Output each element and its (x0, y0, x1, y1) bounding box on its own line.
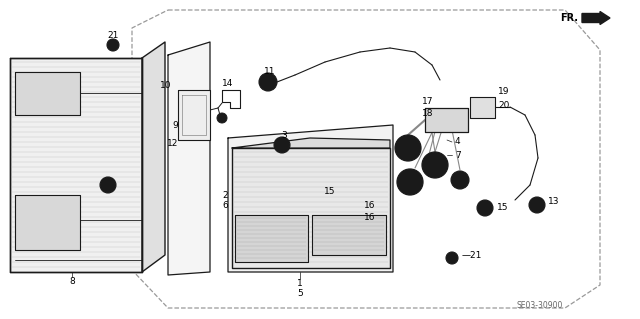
Text: 16: 16 (364, 213, 375, 222)
Polygon shape (15, 72, 80, 115)
Polygon shape (142, 42, 165, 272)
Text: 3: 3 (281, 131, 287, 140)
Polygon shape (228, 125, 393, 272)
Text: 12: 12 (166, 138, 178, 147)
Polygon shape (168, 42, 210, 275)
Text: 18: 18 (422, 108, 434, 117)
Polygon shape (15, 195, 80, 250)
FancyArrow shape (582, 11, 610, 25)
Circle shape (446, 252, 458, 264)
Text: 7: 7 (455, 151, 461, 160)
Circle shape (107, 39, 119, 51)
Text: FR.: FR. (560, 13, 578, 23)
Text: 14: 14 (222, 78, 234, 87)
Circle shape (217, 113, 227, 123)
Text: 20: 20 (498, 100, 509, 109)
Text: 15: 15 (497, 204, 509, 212)
Circle shape (397, 169, 423, 195)
Circle shape (477, 200, 493, 216)
Circle shape (259, 73, 277, 91)
Text: 4: 4 (455, 137, 461, 146)
Text: 15: 15 (323, 188, 335, 197)
Text: 5: 5 (297, 288, 303, 298)
Text: 8: 8 (69, 278, 75, 286)
Text: —21: —21 (462, 250, 483, 259)
Text: 1: 1 (297, 278, 303, 287)
Text: 11: 11 (264, 68, 276, 77)
Text: 13: 13 (548, 197, 559, 206)
Circle shape (395, 135, 421, 161)
Circle shape (529, 197, 545, 213)
Text: 2: 2 (222, 190, 228, 199)
Text: 9: 9 (172, 122, 178, 130)
Polygon shape (470, 97, 495, 118)
Text: 19: 19 (498, 87, 509, 97)
Text: 16: 16 (364, 201, 375, 210)
Polygon shape (235, 215, 308, 262)
Circle shape (274, 137, 290, 153)
Circle shape (422, 152, 448, 178)
Polygon shape (425, 108, 468, 132)
Polygon shape (312, 215, 386, 255)
Polygon shape (232, 148, 390, 268)
Text: SE03-30900: SE03-30900 (517, 300, 563, 309)
Polygon shape (10, 58, 142, 272)
Text: 21: 21 (108, 32, 118, 41)
Polygon shape (178, 90, 210, 140)
Text: 17: 17 (422, 97, 434, 106)
Polygon shape (232, 138, 390, 148)
Text: 10: 10 (159, 81, 171, 91)
Circle shape (100, 177, 116, 193)
Text: 6: 6 (222, 201, 228, 210)
Circle shape (451, 171, 469, 189)
